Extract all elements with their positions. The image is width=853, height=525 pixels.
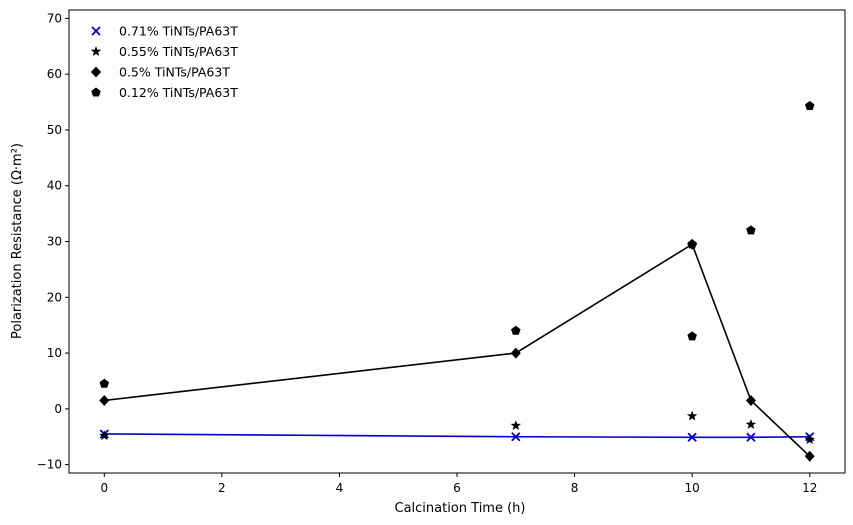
x-tick-label: 0 — [100, 481, 108, 495]
x-tick-label: 6 — [453, 481, 461, 495]
y-tick-label: 10 — [47, 346, 62, 360]
y-tick-label: 70 — [47, 11, 62, 25]
plot-area — [99, 100, 815, 462]
y-tick-label: 20 — [47, 290, 62, 304]
legend-label-1: 0.55% TiNTs/PA63T — [119, 44, 238, 59]
data-point-series-3 — [511, 325, 521, 335]
x-tick-label: 2 — [218, 481, 226, 495]
series-line-2 — [104, 243, 811, 457]
y-tick-label: 40 — [47, 179, 62, 193]
data-point-series-0 — [511, 432, 521, 442]
x-tick-label: 8 — [571, 481, 579, 495]
data-point-series-3 — [746, 225, 756, 235]
x-tick-label: 4 — [336, 481, 344, 495]
data-point-series-1 — [99, 430, 110, 441]
x-tick-label: 12 — [802, 481, 817, 495]
data-point-series-2 — [510, 347, 521, 359]
y-axis-label: Polarization Resistance (Ω·m²) — [10, 143, 25, 339]
data-point-series-3 — [99, 378, 110, 388]
data-point-series-1 — [804, 434, 815, 444]
data-point-series-0 — [746, 432, 756, 442]
y-tick-label: 60 — [47, 67, 62, 81]
legend-label-0: 0.71% TiNTs/PA63T — [119, 24, 238, 39]
legend-marker-3 — [91, 87, 101, 97]
x-tick-label: 10 — [685, 481, 700, 495]
data-point-series-2 — [804, 450, 815, 462]
y-tick-label: 30 — [47, 235, 62, 249]
series-line-0 — [104, 433, 810, 439]
data-point-series-2 — [745, 394, 756, 406]
legend-marker-1 — [90, 46, 102, 56]
data-point-series-1 — [745, 418, 757, 429]
x-axis-label: Calcination Time (h) — [395, 501, 526, 516]
data-point-series-1 — [686, 410, 698, 421]
y-tick-label: 50 — [47, 123, 62, 137]
legend-marker-0 — [91, 26, 101, 36]
data-point-series-3 — [687, 331, 697, 341]
legend-label-2: 0.5% TiNTs/PA63T — [119, 65, 230, 80]
legend: 0.71% TiNTs/PA63T 0.55% TiNTs/PA63T 0.5% T… — [90, 24, 238, 100]
data-point-series-0 — [687, 432, 697, 442]
data-point-series-3 — [687, 239, 697, 249]
y-tick-label: 0 — [54, 402, 62, 416]
data-point-series-2 — [99, 394, 110, 406]
axes: 0 2 4 6 8 10 12 −10 0 10 20 30 40 50 60 70 — [37, 9, 846, 495]
data-point-series-3 — [804, 100, 815, 110]
data-point-series-1 — [510, 420, 522, 431]
y-tick-label: −10 — [37, 458, 62, 472]
legend-label-3: 0.12% TiNTs/PA63T — [119, 85, 238, 100]
legend-marker-2 — [91, 66, 101, 78]
